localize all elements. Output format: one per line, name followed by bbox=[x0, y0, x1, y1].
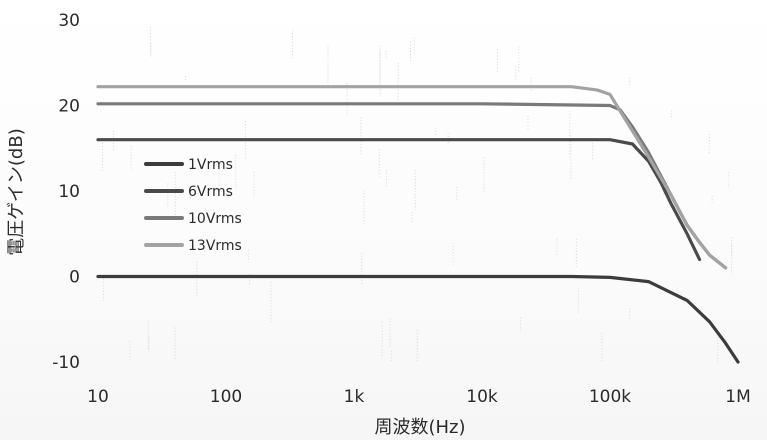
x-tick-label: 10 bbox=[87, 387, 109, 407]
legend: 1Vrms 6Vrms 10Vrms 13Vrms bbox=[144, 157, 242, 254]
y-tick-label: -10 bbox=[52, 353, 80, 373]
y-tick-label: 30 bbox=[58, 11, 80, 31]
series-line-6Vrms bbox=[96, 138, 702, 261]
y-tick-label: 10 bbox=[58, 182, 80, 202]
x-tick-label: 1M bbox=[725, 387, 750, 407]
legend-label: 10Vrms bbox=[188, 211, 242, 227]
y-axis-ticks: -10 0 10 20 30 bbox=[52, 11, 80, 373]
x-tick-label: 10k bbox=[466, 387, 498, 407]
legend-label: 13Vrms bbox=[188, 238, 242, 254]
legend-label: 1Vrms bbox=[188, 157, 233, 173]
y-tick-label: 0 bbox=[69, 268, 80, 288]
y-tick-label: 20 bbox=[58, 97, 80, 117]
x-tick-label: 100 bbox=[210, 387, 242, 407]
x-axis-ticks: 10 100 1k 10k 100k 1M bbox=[87, 387, 751, 407]
series-line-1Vrms bbox=[96, 274, 740, 364]
x-axis-title: 周波数(Hz) bbox=[374, 417, 465, 438]
plot-area bbox=[102, 27, 733, 362]
series-line-13Vrms bbox=[96, 85, 728, 270]
series-lines bbox=[96, 85, 740, 364]
x-tick-label: 1k bbox=[344, 387, 365, 407]
x-tick-label: 100k bbox=[589, 387, 631, 407]
legend-label: 6Vrms bbox=[188, 184, 233, 200]
y-axis-title: 電圧ゲイン(dB) bbox=[6, 128, 27, 255]
